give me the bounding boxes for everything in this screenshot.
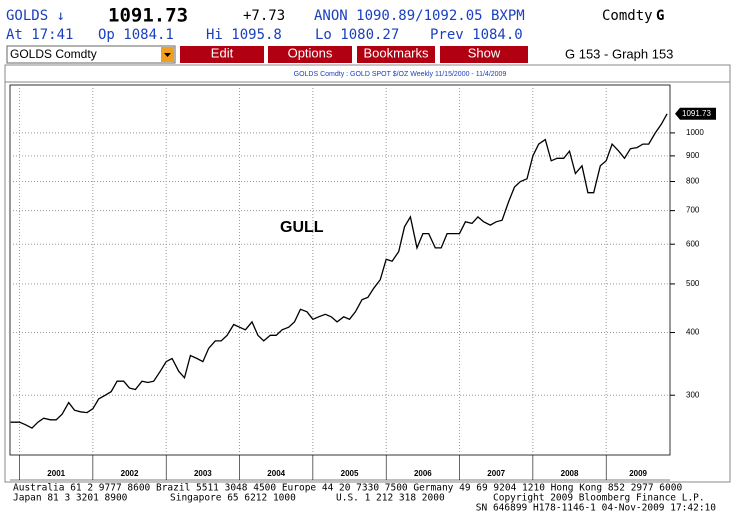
chart-frame: [4, 64, 731, 483]
high: Hi 1095.8: [206, 27, 282, 43]
footer-copyright: Copyright 2009 Bloomberg Finance L.P.: [493, 493, 705, 504]
last-price-tag: [675, 107, 716, 120]
toolbar-button[interactable]: [180, 46, 264, 63]
toolbar-button[interactable]: [357, 46, 435, 63]
y-tick-label: 600: [686, 239, 700, 248]
footer-contacts: Australia 61 2 9777 8600 Brazil 5511 304…: [13, 483, 682, 494]
dropdown-arrow: [164, 53, 171, 57]
prev: Prev 1084.0: [430, 27, 523, 43]
x-tick-label: 2007: [487, 469, 505, 478]
button-label: Options: [288, 45, 333, 60]
x-tick-label: 2002: [121, 469, 139, 478]
last-price: 1091.73: [108, 5, 188, 27]
change: +7.73: [243, 8, 285, 24]
y-tick-label: 900: [686, 151, 700, 160]
x-tick-label: 2009: [629, 469, 647, 478]
annotation: GULL: [280, 219, 324, 236]
x-tick-label: 2001: [47, 469, 65, 478]
x-tick-label: 2005: [341, 469, 359, 478]
button-label: Edit: [211, 45, 234, 60]
footer-sn: SN 646899 H178-1146-1 04-Nov-2009 17:42:…: [476, 503, 716, 514]
y-tick-label: 400: [686, 328, 700, 337]
asset-key: G: [656, 8, 664, 24]
security-text: GOLDS Comdty: [10, 47, 97, 61]
price-line: [10, 113, 668, 429]
last-price-label: 1091.73: [682, 109, 711, 118]
security-input[interactable]: [6, 45, 176, 64]
button-label: Bookmarks: [363, 45, 429, 60]
x-tick-label: 2003: [194, 469, 212, 478]
y-tick-label: 300: [686, 390, 700, 399]
quote: ANON 1090.89/1092.05 BXPM: [314, 8, 525, 24]
toolbar-button[interactable]: [268, 46, 352, 63]
asset-class: Comdty: [602, 8, 653, 24]
footer-us: U.S. 1 212 318 2000: [336, 493, 445, 504]
footer-singapore: Singapore 65 6212 1000: [170, 493, 296, 504]
x-tick-label: 2004: [267, 469, 285, 478]
x-tick-label: 2006: [414, 469, 432, 478]
subtitle-bar: [240, 68, 560, 79]
low: Lo 1080.27: [315, 27, 399, 43]
chart-subtitle: GOLDS Comdty : GOLD SPOT $/OZ Weekly 11/…: [294, 71, 507, 78]
y-tick-label: 700: [686, 206, 700, 215]
plot-area: [9, 84, 671, 456]
x-tick-label: 2008: [561, 469, 579, 478]
page-id: G 153 - Graph 153: [565, 46, 673, 61]
time: At 17:41: [6, 27, 73, 43]
button-label: Show: [468, 45, 501, 60]
footer-japan: Japan 81 3 3201 8900: [13, 493, 128, 504]
y-tick-label: 1000: [686, 128, 704, 137]
y-tick-label: 500: [686, 279, 700, 288]
ticker: GOLDS ↓: [6, 8, 65, 24]
toolbar-button[interactable]: [440, 46, 528, 63]
open: Op 1084.1: [98, 27, 174, 43]
y-tick-label: 800: [686, 177, 700, 186]
